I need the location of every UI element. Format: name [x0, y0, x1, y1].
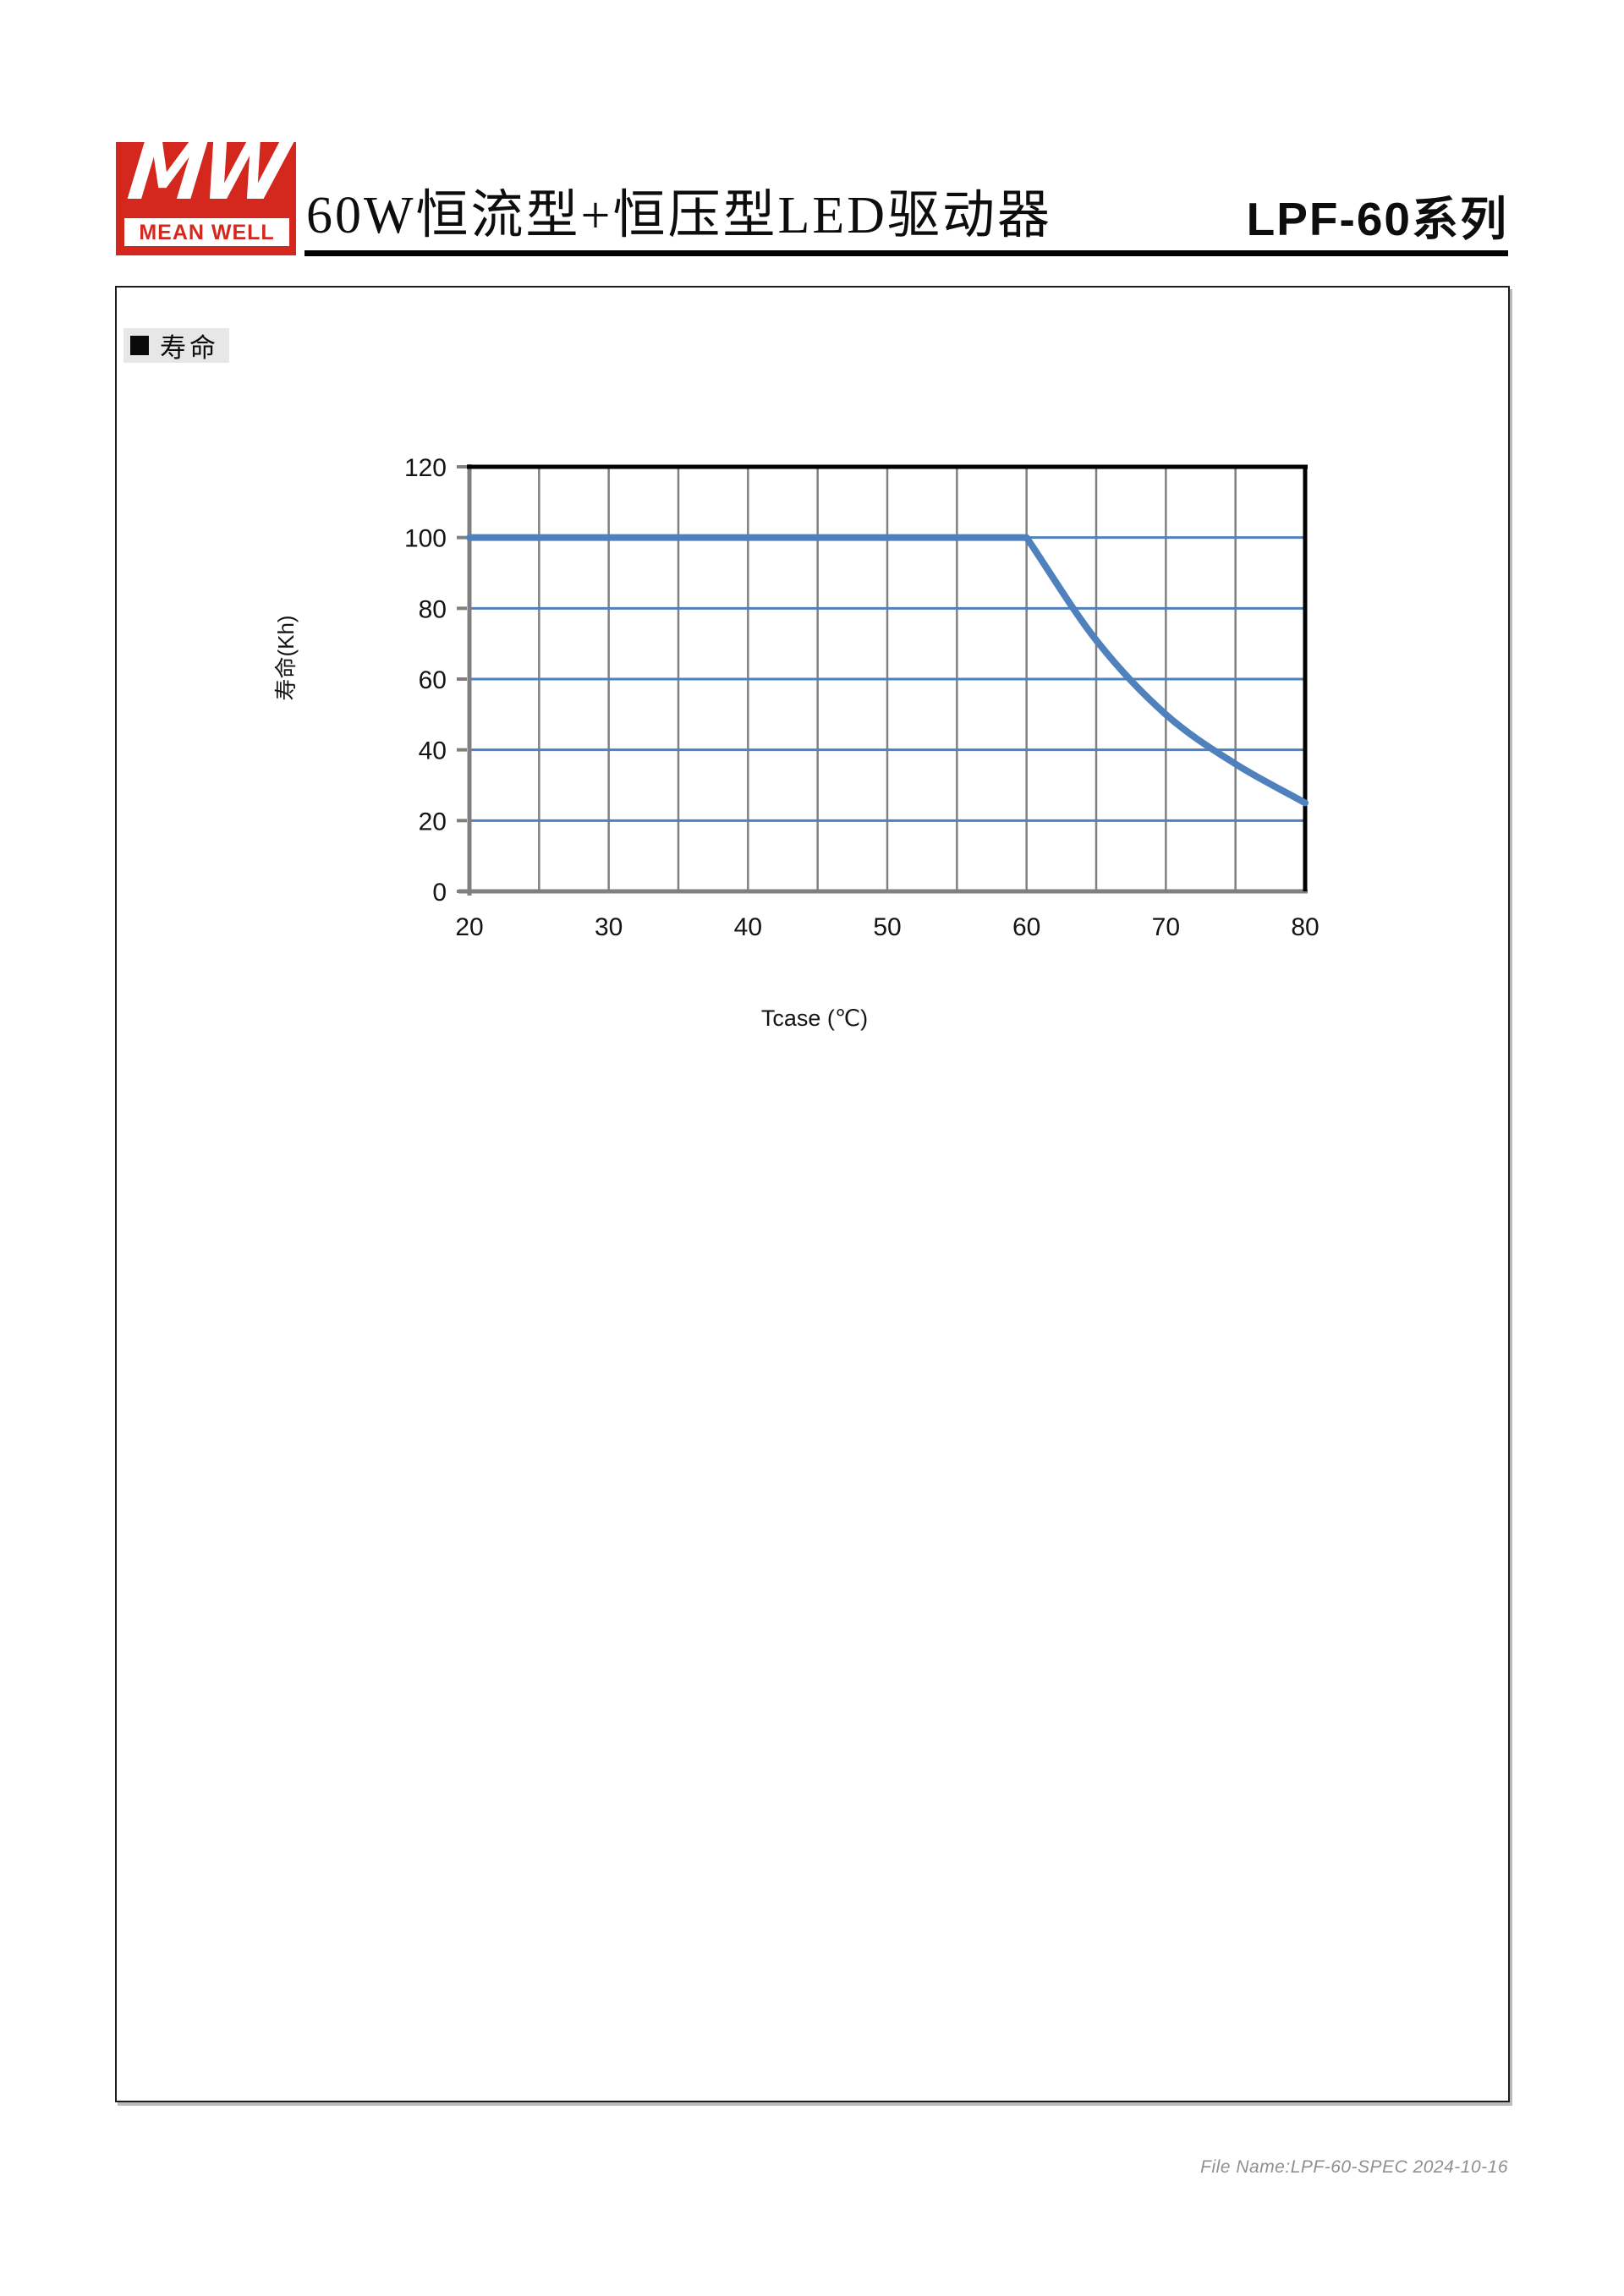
x-tick-label: 80 — [1291, 913, 1319, 941]
header-rule — [304, 250, 1508, 256]
y-tick-label: 60 — [419, 666, 447, 694]
x-axis-title: Tcase (℃) — [761, 1006, 868, 1031]
x-tick-label: 20 — [455, 913, 483, 941]
series-title: LPF-60系列 — [1246, 193, 1508, 245]
file-name-footer: File Name:LPF-60-SPEC 2024-10-16 — [1200, 2157, 1508, 2177]
y-axis-title: 寿命(Kh) — [273, 615, 299, 700]
x-tick-label: 50 — [873, 913, 901, 941]
chart-gridlines — [468, 467, 1307, 891]
meanwell-logo: MW MEAN WELL — [116, 127, 296, 255]
content-panel: 寿命 — [115, 286, 1510, 2102]
section-label-life: 寿命 — [123, 328, 229, 363]
chart-axes-frame — [457, 464, 1308, 896]
page-title: 60W恒流型+恒压型LED驱动器 — [306, 187, 1053, 244]
y-tick-label: 40 — [419, 737, 447, 765]
x-tick-label: 70 — [1152, 913, 1180, 941]
x-tick-label: 40 — [734, 913, 762, 941]
y-tick-label: 80 — [419, 595, 447, 623]
meanwell-logo-brand: MEAN WELL — [124, 218, 289, 246]
y-tick-label: 20 — [419, 808, 447, 836]
life-expectancy-chart: 0 20 40 60 80 100 120 20 30 40 50 60 70 80 寿命(Kh) Tcase… — [273, 454, 1320, 1031]
x-tick-label: 30 — [595, 913, 623, 941]
y-tick-label: 0 — [432, 879, 447, 907]
life-curve-layer — [466, 534, 1309, 807]
section-label-text: 寿命 — [160, 333, 219, 363]
x-tick-label: 60 — [1012, 913, 1040, 941]
life-curve — [466, 534, 1309, 807]
y-tick-label: 100 — [404, 525, 447, 553]
section-bullet-icon — [130, 336, 149, 355]
y-tick-label: 120 — [404, 454, 447, 482]
meanwell-logo-mw-mark: MW — [123, 127, 288, 217]
chart-labels: 0 20 40 60 80 100 120 20 30 40 50 60 70 80 寿命(Kh) Tcase… — [273, 454, 1320, 1031]
